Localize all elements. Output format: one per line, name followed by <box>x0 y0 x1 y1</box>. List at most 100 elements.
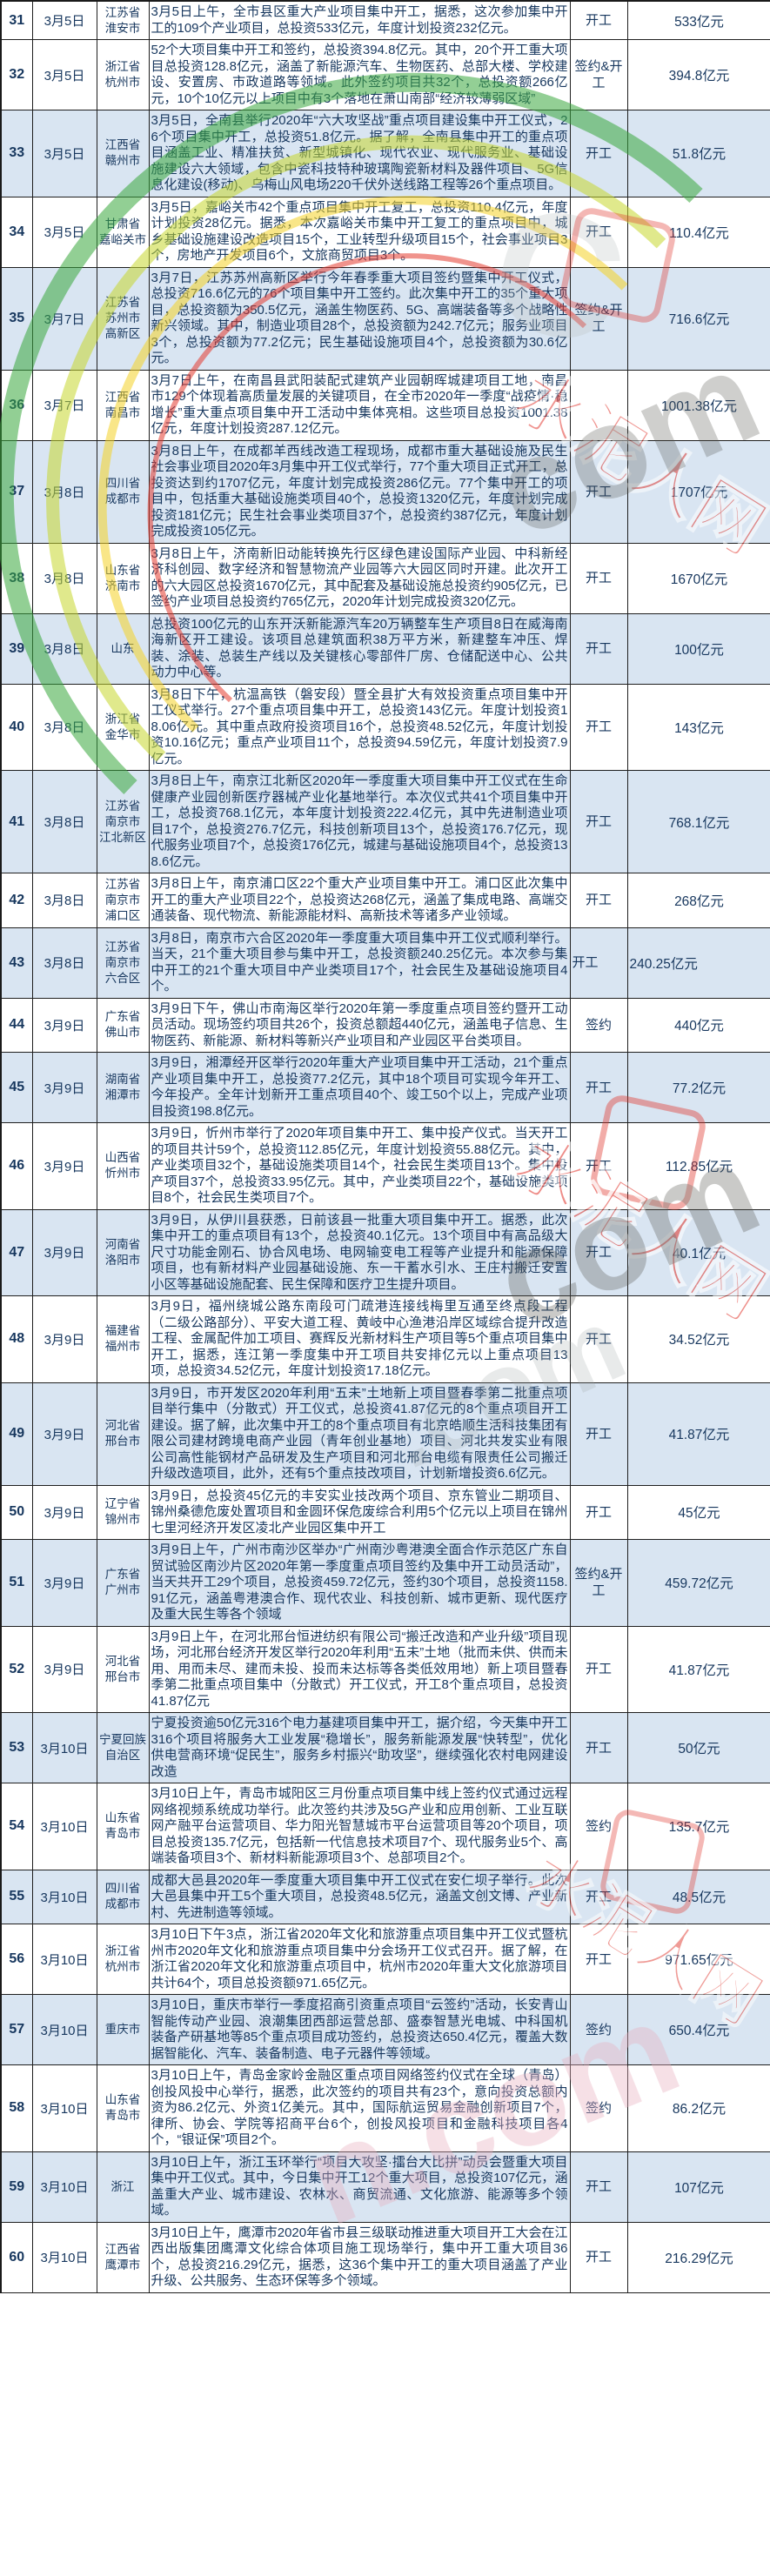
row-date: 3月10日 <box>31 1783 97 1870</box>
row-date: 3月8日 <box>31 770 97 873</box>
row-status: 开工 <box>569 1122 628 1210</box>
row-region: 江西省 南昌市 <box>96 369 150 441</box>
row-description: 3月10日，重庆市举行一季度招商引资重点项目“云签约”活动，长安青山智能传动产业… <box>148 1994 571 2065</box>
row-amount: 768.1亿元 <box>626 770 770 873</box>
row-amount: 1670亿元 <box>626 542 770 614</box>
row-number: 39 <box>0 612 33 685</box>
row-number: 55 <box>0 1869 33 1924</box>
row-description: 3月5日，嘉峪关市42个重点项目集中开工复工，总投资110.4亿元，年度计划投资… <box>148 196 571 268</box>
row-amount: 533亿元 <box>626 0 770 40</box>
row-date: 3月10日 <box>31 2221 97 2293</box>
row-region: 山东 <box>96 612 150 685</box>
row-amount: 107亿元 <box>626 2151 770 2223</box>
row-number: 49 <box>0 1382 33 1486</box>
table-row: 55 3月10日 四川省 成都市 成都大邑县2020年一季度重大项目集中开工仪式… <box>0 1869 770 1924</box>
row-description: 3月7日，江苏苏州高新区举行今年春季重大项目签约暨集中开工仪式，总投资716.6… <box>148 266 571 371</box>
row-date: 3月8日 <box>31 683 97 771</box>
row-status: 开工 <box>569 873 628 928</box>
row-amount: 41.87亿元 <box>626 1625 770 1713</box>
row-date: 3月9日 <box>31 1382 97 1486</box>
row-description: 3月8日上午，在成都羊西线改造工程现场，成都市重大基础设施及民生社会事业项目20… <box>148 439 571 544</box>
row-date: 3月8日 <box>31 927 97 999</box>
row-status: 开工 <box>569 196 628 268</box>
row-description: 3月7日上午，在南昌县武阳装配式建筑产业园朝晖城建项目工地，南昌市129个体现着… <box>148 369 571 441</box>
project-news-table-page: 31 3月5日 江苏省 淮安市 3月5日上午，全市县区重大产业项目集中开工，据悉… <box>0 0 770 2293</box>
table-row: 58 3月10日 山东省 青岛市 3月10日上午，青岛金家岭金融区重点项目网络签… <box>0 2064 770 2152</box>
row-date: 3月8日 <box>31 439 97 544</box>
row-status: 开工 <box>569 110 628 197</box>
table-row: 33 3月5日 江西省 赣州市 3月5日，全南县举行2020年“六大攻坚战”重点… <box>0 110 770 197</box>
row-number: 37 <box>0 439 33 544</box>
row-description: 3月9日，市开发区2020年利用“五未”土地新上项目暨春季第二批重点项目举行集中… <box>148 1382 571 1486</box>
row-date: 3月5日 <box>31 0 97 40</box>
row-description: 3月9日，福州绕城公路东南段可门疏港连接线梅里互通至终点段工程（二级公路部分）、… <box>148 1295 571 1383</box>
row-amount: 41.87亿元 <box>626 1382 770 1486</box>
row-amount: 459.72亿元 <box>626 1539 770 1627</box>
row-status: 签约 <box>569 2064 628 2152</box>
row-number: 34 <box>0 196 33 268</box>
row-date: 3月10日 <box>31 1869 97 1924</box>
table-row: 51 3月9日 广东省 广州市 3月9日上午，广州市南沙区举办“广州南沙粤港澳全… <box>0 1539 770 1627</box>
row-amount: 40.1亿元 <box>626 1208 770 1296</box>
row-amount: 1001.38亿元 <box>626 369 770 441</box>
row-date: 3月5日 <box>31 39 97 110</box>
row-amount: 971.65亿元 <box>626 1924 770 1995</box>
row-region: 河南省 洛阳市 <box>96 1208 150 1296</box>
row-region: 浙江 <box>96 2151 150 2223</box>
row-region: 宁夏回族 自治区 <box>96 1712 150 1783</box>
row-date: 3月10日 <box>31 1994 97 2065</box>
row-description: 3月10日上午，浙江玉环举行“项目大攻坚·擂台大比拼”动员会暨重大项目集中开工仪… <box>148 2151 571 2223</box>
row-status: 签约&开工 <box>569 266 628 371</box>
table-row: 60 3月10日 江西省 鹰潭市 3月10日上午，鹰潭市2020年省市县三级联动… <box>0 2221 770 2293</box>
row-date: 3月10日 <box>31 1924 97 1995</box>
row-date: 3月9日 <box>31 1052 97 1123</box>
row-status: 开工 <box>569 1382 628 1486</box>
row-number: 54 <box>0 1783 33 1870</box>
row-status: 签约 <box>569 1783 628 1870</box>
row-description: 52个大项目集中开工和签约，总投资394.8亿元。其中，20个开工重大项目总投资… <box>148 39 571 110</box>
row-number: 52 <box>0 1625 33 1713</box>
row-date: 3月5日 <box>31 196 97 268</box>
row-description: 成都大邑县2020年一季度重大项目集中开工仪式在安仁坝子举行。此次大邑县集中开工… <box>148 1869 571 1924</box>
row-number: 47 <box>0 1208 33 1296</box>
row-amount: 135.7亿元 <box>626 1783 770 1870</box>
table-row: 43 3月8日 江苏省 南京市 六合区 3月8日，南京市六合区2020年一季度重… <box>0 927 770 999</box>
table-row: 41 3月8日 江苏省 南京市 江北新区 3月8日上午，南京江北新区2020年一… <box>0 770 770 873</box>
row-region: 四川省 成都市 <box>96 1869 150 1924</box>
row-date: 3月9日 <box>31 1484 97 1540</box>
row-status: 签约&开工 <box>569 39 628 110</box>
row-number: 57 <box>0 1994 33 2065</box>
row-amount: 650.4亿元 <box>626 1994 770 2065</box>
row-description: 总投资100亿元的山东开沃新能源汽车20万辆整车生产项目8日在威海南海新区开工建… <box>148 612 571 685</box>
row-number: 45 <box>0 1052 33 1123</box>
row-region: 江苏省 淮安市 <box>96 0 150 40</box>
table-row: 38 3月8日 山东省 济南市 3月8日上午，济南新旧动能转换先行区绿色建设国际… <box>0 542 770 614</box>
row-region: 江西省 鹰潭市 <box>96 2221 150 2293</box>
table-row: 49 3月9日 河北省 邢台市 3月9日，市开发区2020年利用“五未”土地新上… <box>0 1382 770 1486</box>
row-description: 3月10日上午，青岛市城阳区三月份重点项目集中线上签约仪式通过远程网络视频系统成… <box>148 1783 571 1870</box>
row-date: 3月7日 <box>31 369 97 441</box>
row-date: 3月10日 <box>31 2151 97 2223</box>
row-amount: 1707亿元 <box>626 439 770 544</box>
row-status: 开工 <box>569 1208 628 1296</box>
row-amount: 440亿元 <box>626 997 770 1053</box>
row-description: 3月5日，全南县举行2020年“六大攻坚战”重点项目建设集中开工仪式，26个项目… <box>148 110 571 197</box>
table-row: 39 3月8日 山东 总投资100亿元的山东开沃新能源汽车20万辆整车生产项目8… <box>0 612 770 685</box>
row-status: 开工 <box>569 612 628 685</box>
table-row: 50 3月9日 辽宁省 锦州市 3月9日，总投资45亿元的丰安实业技改两个项目、… <box>0 1484 770 1540</box>
table-row: 52 3月9日 河北省 邢台市 3月9日上午，在河北邢台恒进纺织有限公司“搬迁改… <box>0 1625 770 1713</box>
row-status <box>569 369 628 441</box>
row-status: 签约 <box>569 997 628 1053</box>
row-date: 3月9日 <box>31 1539 97 1627</box>
row-date: 3月9日 <box>31 1208 97 1296</box>
row-description: 宁夏投资逾50亿元316个电力基建项目集中开工，据介绍，今天集中开工316个项目… <box>148 1712 571 1783</box>
row-amount: 45亿元 <box>626 1484 770 1540</box>
table-row: 32 3月5日 浙江省 杭州市 52个大项目集中开工和签约，总投资394.8亿元… <box>0 39 770 110</box>
row-amount: 100亿元 <box>626 612 770 685</box>
row-description: 3月10日上午，鹰潭市2020年省市县三级联动推进重大项目开工大会在江西出版集团… <box>148 2221 571 2293</box>
row-amount: 86.2亿元 <box>626 2064 770 2152</box>
projects-table: 31 3月5日 江苏省 淮安市 3月5日上午，全市县区重大产业项目集中开工，据悉… <box>0 0 770 2293</box>
row-number: 50 <box>0 1484 33 1540</box>
row-region: 山西省 忻州市 <box>96 1122 150 1210</box>
row-number: 41 <box>0 770 33 873</box>
